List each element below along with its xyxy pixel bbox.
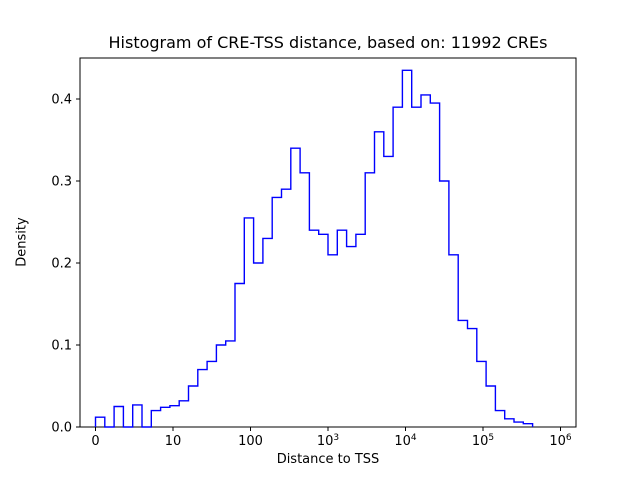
y-tick-label: 0.2 <box>51 257 72 272</box>
x-tick-label: 106 <box>549 433 572 449</box>
y-tick-label: 0.3 <box>51 175 72 190</box>
histogram-step-line <box>94 69 534 428</box>
x-tick-label: 0 <box>91 434 99 449</box>
y-axis-label: Density <box>14 217 30 267</box>
y-tick-label: 0.1 <box>51 339 72 354</box>
x-tick-label: 10 <box>165 434 182 449</box>
x-axis-label: Distance to TSS <box>276 452 380 467</box>
x-tick-label: 100 <box>238 434 263 449</box>
x-tick-label: 103 <box>317 433 339 449</box>
chart-title: Histogram of CRE-TSS distance, based on:… <box>108 33 548 52</box>
x-tick-label: 105 <box>472 433 494 449</box>
y-tick-label: 0.4 <box>51 93 72 108</box>
x-tick-label: 104 <box>394 433 417 449</box>
y-tick-label: 0.0 <box>51 421 72 436</box>
